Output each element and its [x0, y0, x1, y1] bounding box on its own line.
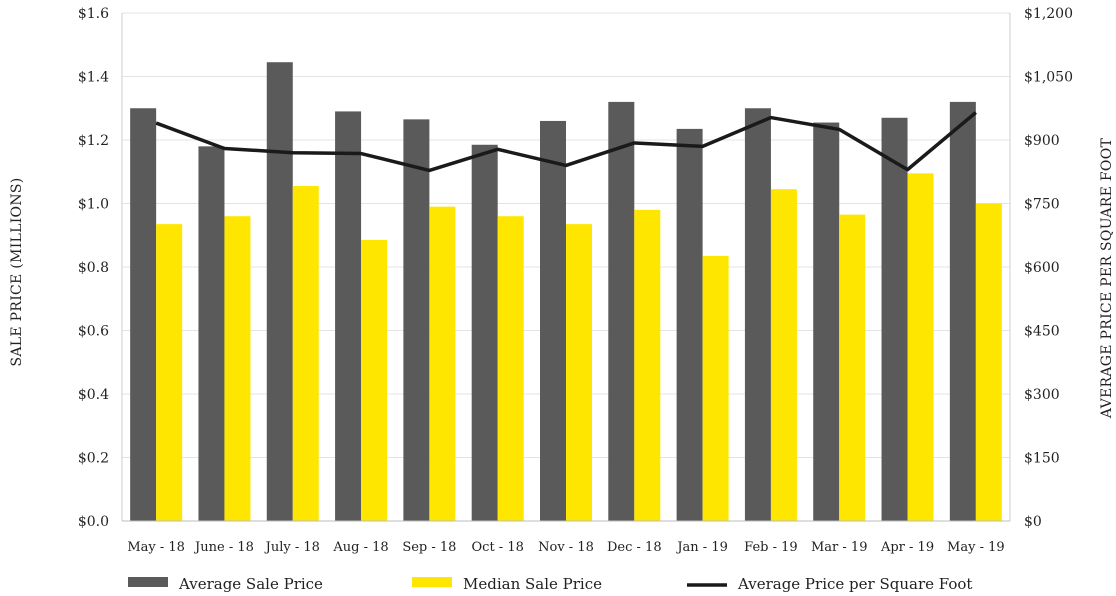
x-tick-label: May - 18 [127, 540, 185, 555]
left-tick-label: $0.8 [78, 260, 109, 276]
legend-average-price-per-sqft-label: Average Price per Square Foot [737, 575, 972, 592]
x-tick-label: Oct - 18 [472, 540, 524, 555]
axes: $0.0 $0 $0.2 $150 $0.4 $300 $0.6 $450 $0.8 $600 $1… [78, 6, 1073, 555]
bar-average-sale-price [676, 128, 703, 521]
line-average-price-per-sqft [155, 111, 977, 173]
x-tick-label: Feb - 19 [744, 540, 798, 555]
right-tick-label: $1,050 [1024, 70, 1073, 86]
price-per-sqft-line [155, 111, 977, 173]
bar-median-sale-price [907, 173, 934, 521]
bar-median-sale-price [634, 209, 661, 521]
x-tick-label: Apr - 19 [880, 540, 934, 555]
x-tick-label: Nov - 18 [538, 540, 594, 555]
x-tick-label: May - 19 [947, 540, 1005, 555]
bar-average-sale-price [130, 108, 157, 521]
bar-median-sale-price [702, 255, 729, 521]
bar-average-sale-price [949, 101, 976, 522]
right-axis-title: AVERAGE PRICE PER SQUARE FOOT [1099, 138, 1115, 420]
x-tick-label: Sep - 18 [402, 540, 456, 555]
bar-average-sale-price [335, 111, 362, 522]
bar-median-sale-price [975, 203, 1002, 521]
bar-average-sale-price [266, 62, 293, 522]
bar-median-sale-price [770, 189, 797, 521]
bar-median-sale-price [497, 216, 524, 521]
left-tick-label: $1.4 [78, 70, 109, 86]
legend-average-sale-price-label: Average Sale Price [178, 575, 323, 592]
right-tick-label: $750 [1024, 197, 1060, 213]
bar-average-sale-price [881, 117, 908, 522]
right-tick-label: $450 [1024, 324, 1060, 340]
bar-average-sale-price [198, 146, 225, 521]
left-tick-label: $1.6 [78, 6, 109, 22]
left-tick-label: $0.6 [78, 324, 109, 340]
left-tick-label: $0.0 [78, 514, 109, 530]
bar-median-sale-price [839, 214, 866, 522]
bar-median-sale-price [292, 186, 319, 521]
bar-average-sale-price [813, 122, 840, 521]
right-tick-label: $0 [1024, 514, 1042, 530]
right-tick-label: $900 [1024, 133, 1060, 149]
x-tick-label: Aug - 18 [332, 540, 388, 555]
x-tick-label: June - 18 [193, 540, 254, 555]
left-tick-label: $1.2 [78, 133, 109, 149]
bar-average-sale-price [471, 144, 498, 521]
bar-average-sale-price [403, 119, 430, 522]
legend: Average Sale Price Median Sale Price Avera… [128, 575, 972, 593]
left-tick-label: $0.2 [78, 451, 109, 467]
bar-average-sale-price [608, 101, 635, 522]
bars [130, 62, 1002, 522]
bar-median-sale-price [224, 216, 251, 521]
right-tick-label: $300 [1024, 387, 1060, 403]
x-tick-label: Jan - 19 [675, 540, 728, 555]
left-tick-label: $0.4 [78, 387, 109, 403]
left-tick-label: $1.0 [78, 197, 109, 213]
bar-median-sale-price [156, 224, 183, 521]
bar-median-sale-price [566, 224, 592, 521]
right-tick-label: $1,200 [1024, 6, 1073, 22]
x-tick-label: Mar - 19 [811, 540, 867, 555]
legend-average-sale-price-swatch [128, 577, 168, 587]
right-tick-label: $150 [1024, 451, 1060, 467]
x-tick-label: July - 18 [264, 540, 320, 555]
right-tick-label: $600 [1024, 260, 1060, 276]
bar-median-sale-price [429, 206, 456, 522]
bar-median-sale-price [361, 240, 388, 521]
legend-median-sale-price-swatch [412, 577, 452, 587]
legend-median-sale-price-label: Median Sale Price [463, 575, 602, 592]
x-tick-label: Dec - 18 [607, 540, 662, 555]
bar-average-sale-price [540, 120, 566, 521]
bar-average-sale-price [744, 108, 771, 521]
left-axis-title: SALE PRICE (MILLIONS) [9, 177, 25, 366]
